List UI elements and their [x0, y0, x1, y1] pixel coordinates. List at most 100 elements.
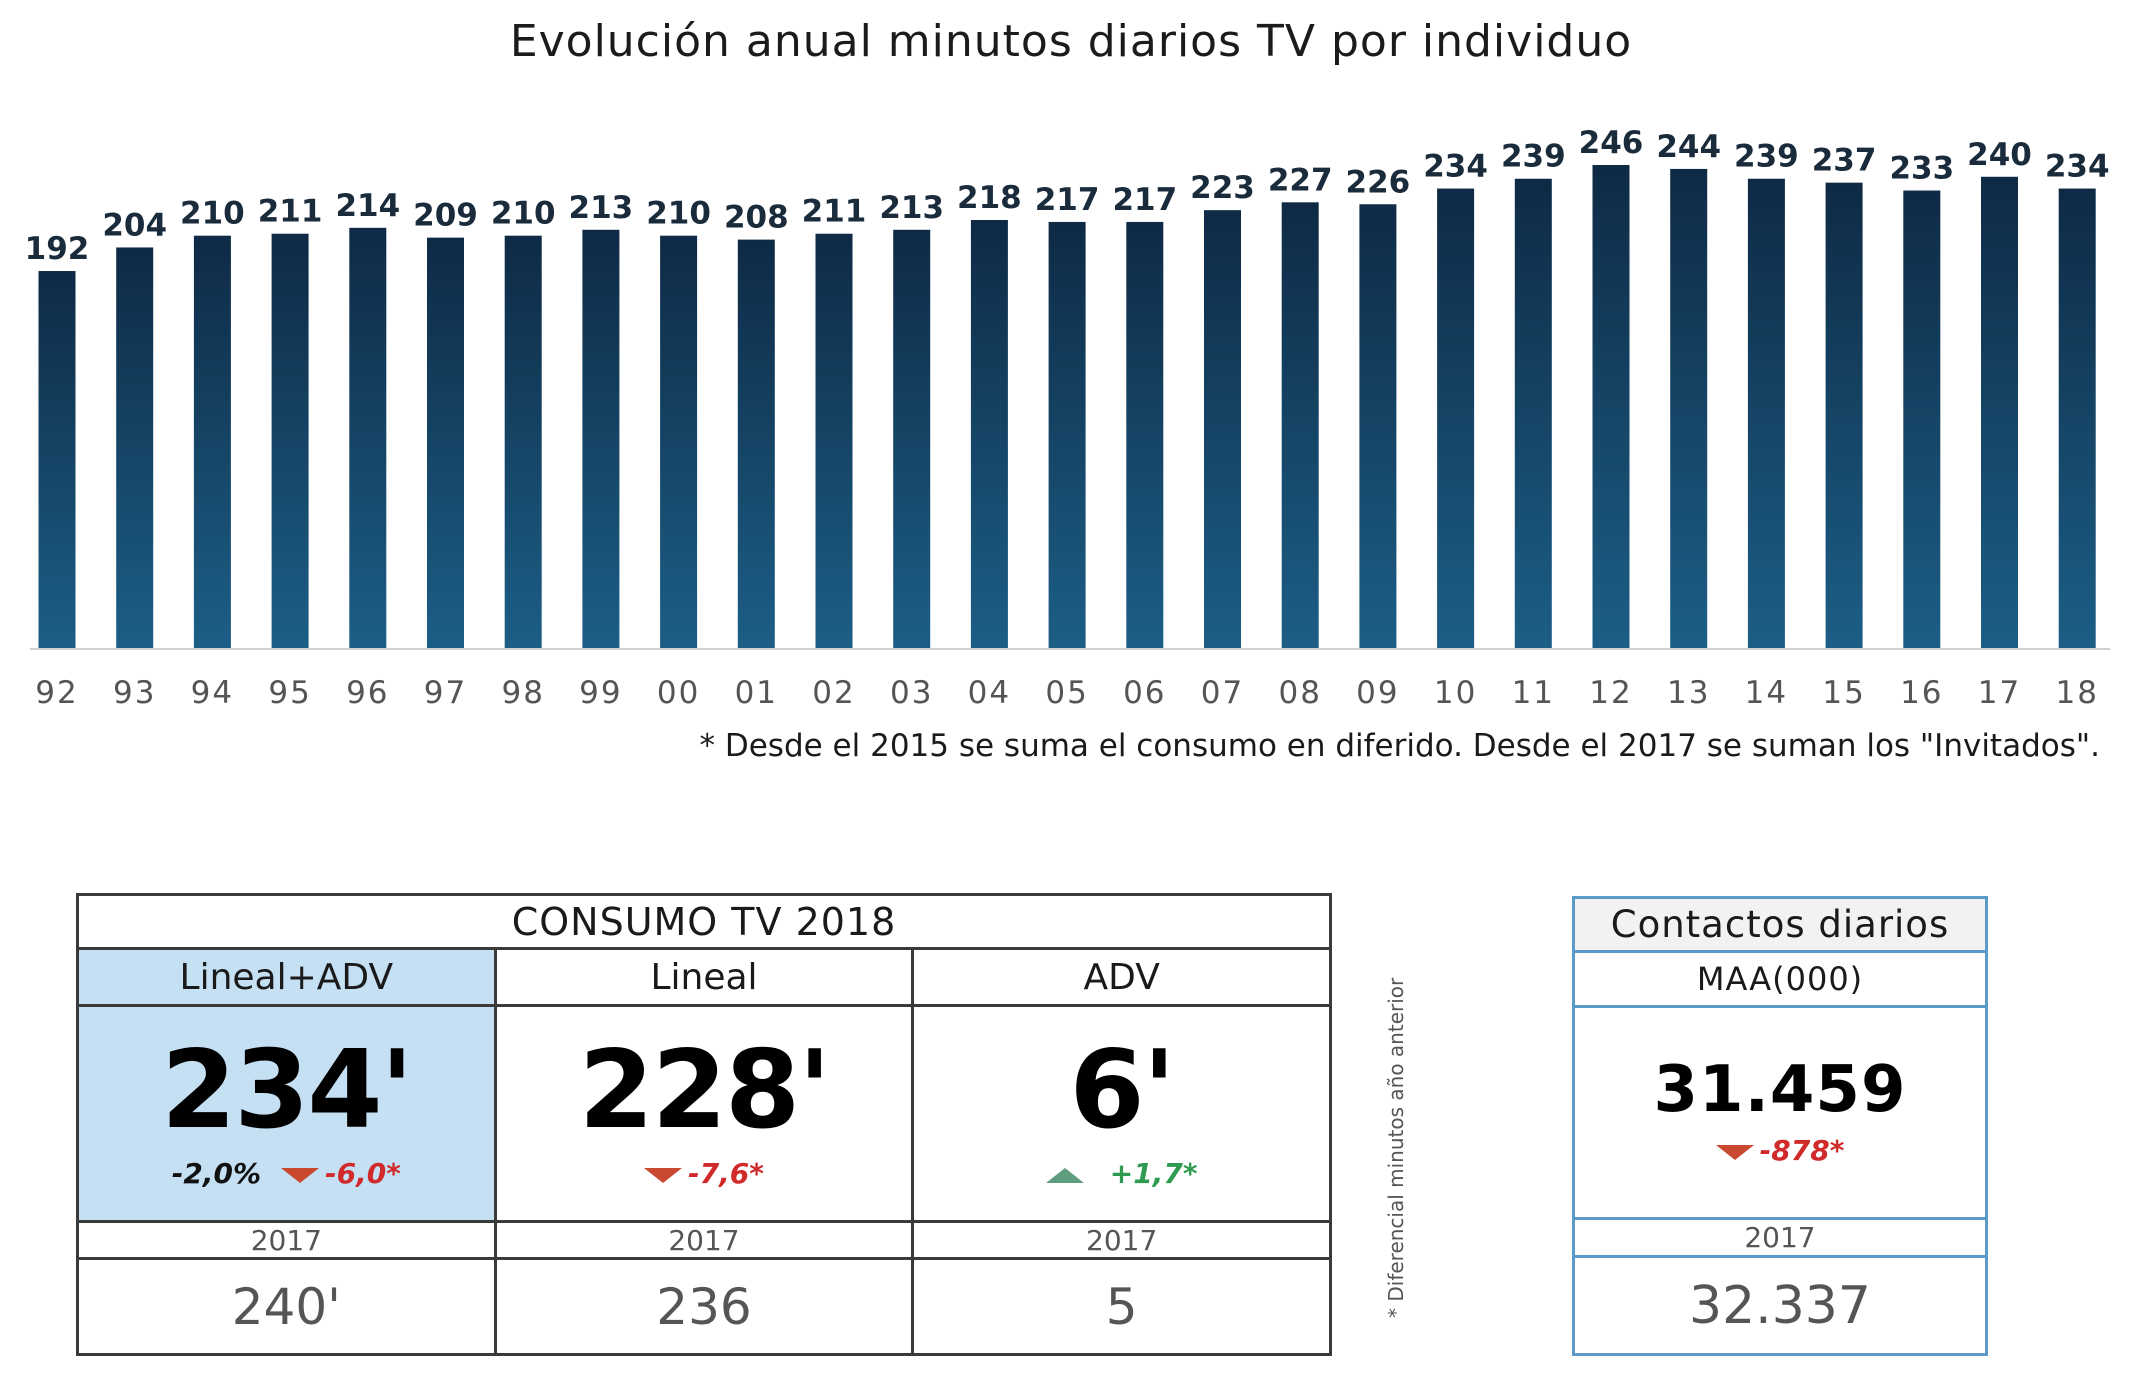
- data-label-17: 240: [1967, 137, 2032, 173]
- col-label-lineal-adv: Lineal+ADV: [76, 947, 497, 1007]
- triangle-down-icon: [1715, 1144, 1754, 1160]
- data-label-02: 211: [802, 194, 867, 230]
- data-label-94: 210: [180, 196, 245, 232]
- bar-03: [893, 229, 931, 649]
- consumo-table: CONSUMO TV 2018 Lineal+ADV Lineal ADV 23…: [76, 893, 1332, 1356]
- bar-18: [2058, 188, 2096, 648]
- tick-label-01: 01: [735, 675, 778, 711]
- bar-12: [1592, 165, 1630, 648]
- value-cell-lineal: 228' -7,6*: [493, 1004, 915, 1223]
- tick-label-15: 15: [1822, 675, 1865, 711]
- data-label-13: 244: [1656, 129, 1721, 165]
- chart-footnote: * Desde el 2015 se suma el consumo en di…: [699, 728, 2101, 764]
- bar-92: [38, 271, 76, 648]
- tick-label-95: 95: [268, 675, 311, 711]
- data-label-06: 217: [1112, 182, 1177, 218]
- bar-15: [1825, 182, 1863, 649]
- data-label-96: 214: [335, 188, 400, 224]
- tick-label-14: 14: [1745, 675, 1788, 711]
- bar-10: [1437, 188, 1475, 648]
- tick-label-12: 12: [1589, 675, 1632, 711]
- bar-13: [1670, 168, 1708, 649]
- bar-98: [504, 235, 542, 648]
- prev-lineal-adv: 240': [76, 1257, 497, 1356]
- tick-label-94: 94: [191, 675, 234, 711]
- data-label-01: 208: [724, 200, 789, 236]
- contactos-delta: -878*: [1759, 1134, 1845, 1167]
- contactos-title: Contactos diarios: [1572, 896, 1988, 953]
- bar-08: [1281, 202, 1319, 648]
- bar-16: [1903, 190, 1941, 648]
- bar-94: [193, 235, 231, 648]
- tick-label-13: 13: [1667, 675, 1710, 711]
- bar-99: [582, 229, 620, 649]
- bar-04: [970, 219, 1008, 648]
- delta-row-lineal: -7,6*: [497, 1157, 912, 1190]
- tick-label-96: 96: [346, 675, 389, 711]
- year-adv: 2017: [911, 1220, 1332, 1260]
- data-label-95: 211: [258, 194, 323, 230]
- data-label-11: 239: [1501, 139, 1566, 175]
- triangle-down-icon: [281, 1167, 320, 1183]
- tick-label-04: 04: [968, 675, 1011, 711]
- bar-05: [1048, 221, 1086, 648]
- data-label-15: 237: [1812, 143, 1877, 179]
- tick-label-07: 07: [1201, 675, 1244, 711]
- data-label-18: 234: [2045, 149, 2110, 185]
- contactos-value: 31.459: [1653, 1053, 1907, 1127]
- value-cell-adv: 6' +1,7*: [911, 1004, 1332, 1223]
- contactos-prev: 32.337: [1572, 1255, 1988, 1356]
- tick-label-08: 08: [1278, 675, 1321, 711]
- bar-97: [427, 237, 464, 648]
- data-label-09: 226: [1346, 164, 1411, 200]
- data-label-16: 233: [1889, 151, 1954, 187]
- tick-label-06: 06: [1123, 675, 1166, 711]
- data-label-98: 210: [491, 196, 556, 232]
- tick-label-00: 00: [657, 675, 700, 711]
- side-note: * Diferencial minutos año anterior: [1384, 977, 1408, 1318]
- tick-label-93: 93: [113, 675, 156, 711]
- data-label-08: 227: [1268, 162, 1333, 198]
- contactos-year: 2017: [1572, 1217, 1988, 1258]
- bar-96: [349, 227, 387, 648]
- tick-label-99: 99: [579, 675, 622, 711]
- bar-01: [737, 239, 775, 649]
- data-label-04: 218: [957, 180, 1022, 216]
- bar-07: [1204, 210, 1241, 648]
- tick-label-05: 05: [1045, 675, 1088, 711]
- data-label-03: 213: [879, 190, 944, 226]
- tick-label-09: 09: [1356, 675, 1399, 711]
- tick-label-11: 11: [1512, 675, 1555, 711]
- bar-00: [660, 235, 698, 648]
- data-label-97: 209: [413, 198, 478, 234]
- delta-row-adv: +1,7*: [914, 1157, 1329, 1190]
- data-label-99: 213: [569, 190, 634, 226]
- prev-adv: 5: [911, 1257, 1332, 1356]
- data-label-12: 246: [1579, 125, 1644, 161]
- bar-06: [1126, 221, 1164, 648]
- data-label-93: 204: [102, 207, 167, 243]
- tick-label-98: 98: [501, 675, 544, 711]
- tick-label-16: 16: [1900, 675, 1943, 711]
- data-label-07: 223: [1190, 170, 1255, 206]
- contactos-value-cell: 31.459 -878*: [1572, 1005, 1988, 1220]
- tick-label-92: 92: [35, 675, 78, 711]
- col-label-adv: ADV: [911, 947, 1332, 1007]
- bar-95: [271, 233, 309, 648]
- data-label-92: 192: [25, 231, 90, 267]
- delta-adv: +1,7*: [1109, 1157, 1198, 1190]
- bar-93: [116, 247, 154, 648]
- delta-lineal-adv: -6,0*: [325, 1157, 401, 1190]
- data-label-10: 234: [1423, 149, 1488, 185]
- bar-chart: 192 92 204 93 210 94 211 95 214 96 209 97 210 98 213 99…: [25, 125, 2110, 711]
- chart-title: Evolución anual minutos diarios TV por i…: [509, 16, 1633, 67]
- triangle-up-icon: [1045, 1167, 1084, 1183]
- value-cell-lineal-adv: 234' -2,0% -6,0*: [76, 1004, 497, 1223]
- pct-lineal-adv: -2,0%: [171, 1157, 262, 1190]
- tick-label-03: 03: [890, 675, 933, 711]
- bar-02: [815, 233, 853, 648]
- tick-label-02: 02: [812, 675, 855, 711]
- year-lineal-adv: 2017: [76, 1220, 497, 1260]
- tick-label-17: 17: [1978, 675, 2021, 711]
- contactos-label: MAA(000): [1572, 950, 1988, 1008]
